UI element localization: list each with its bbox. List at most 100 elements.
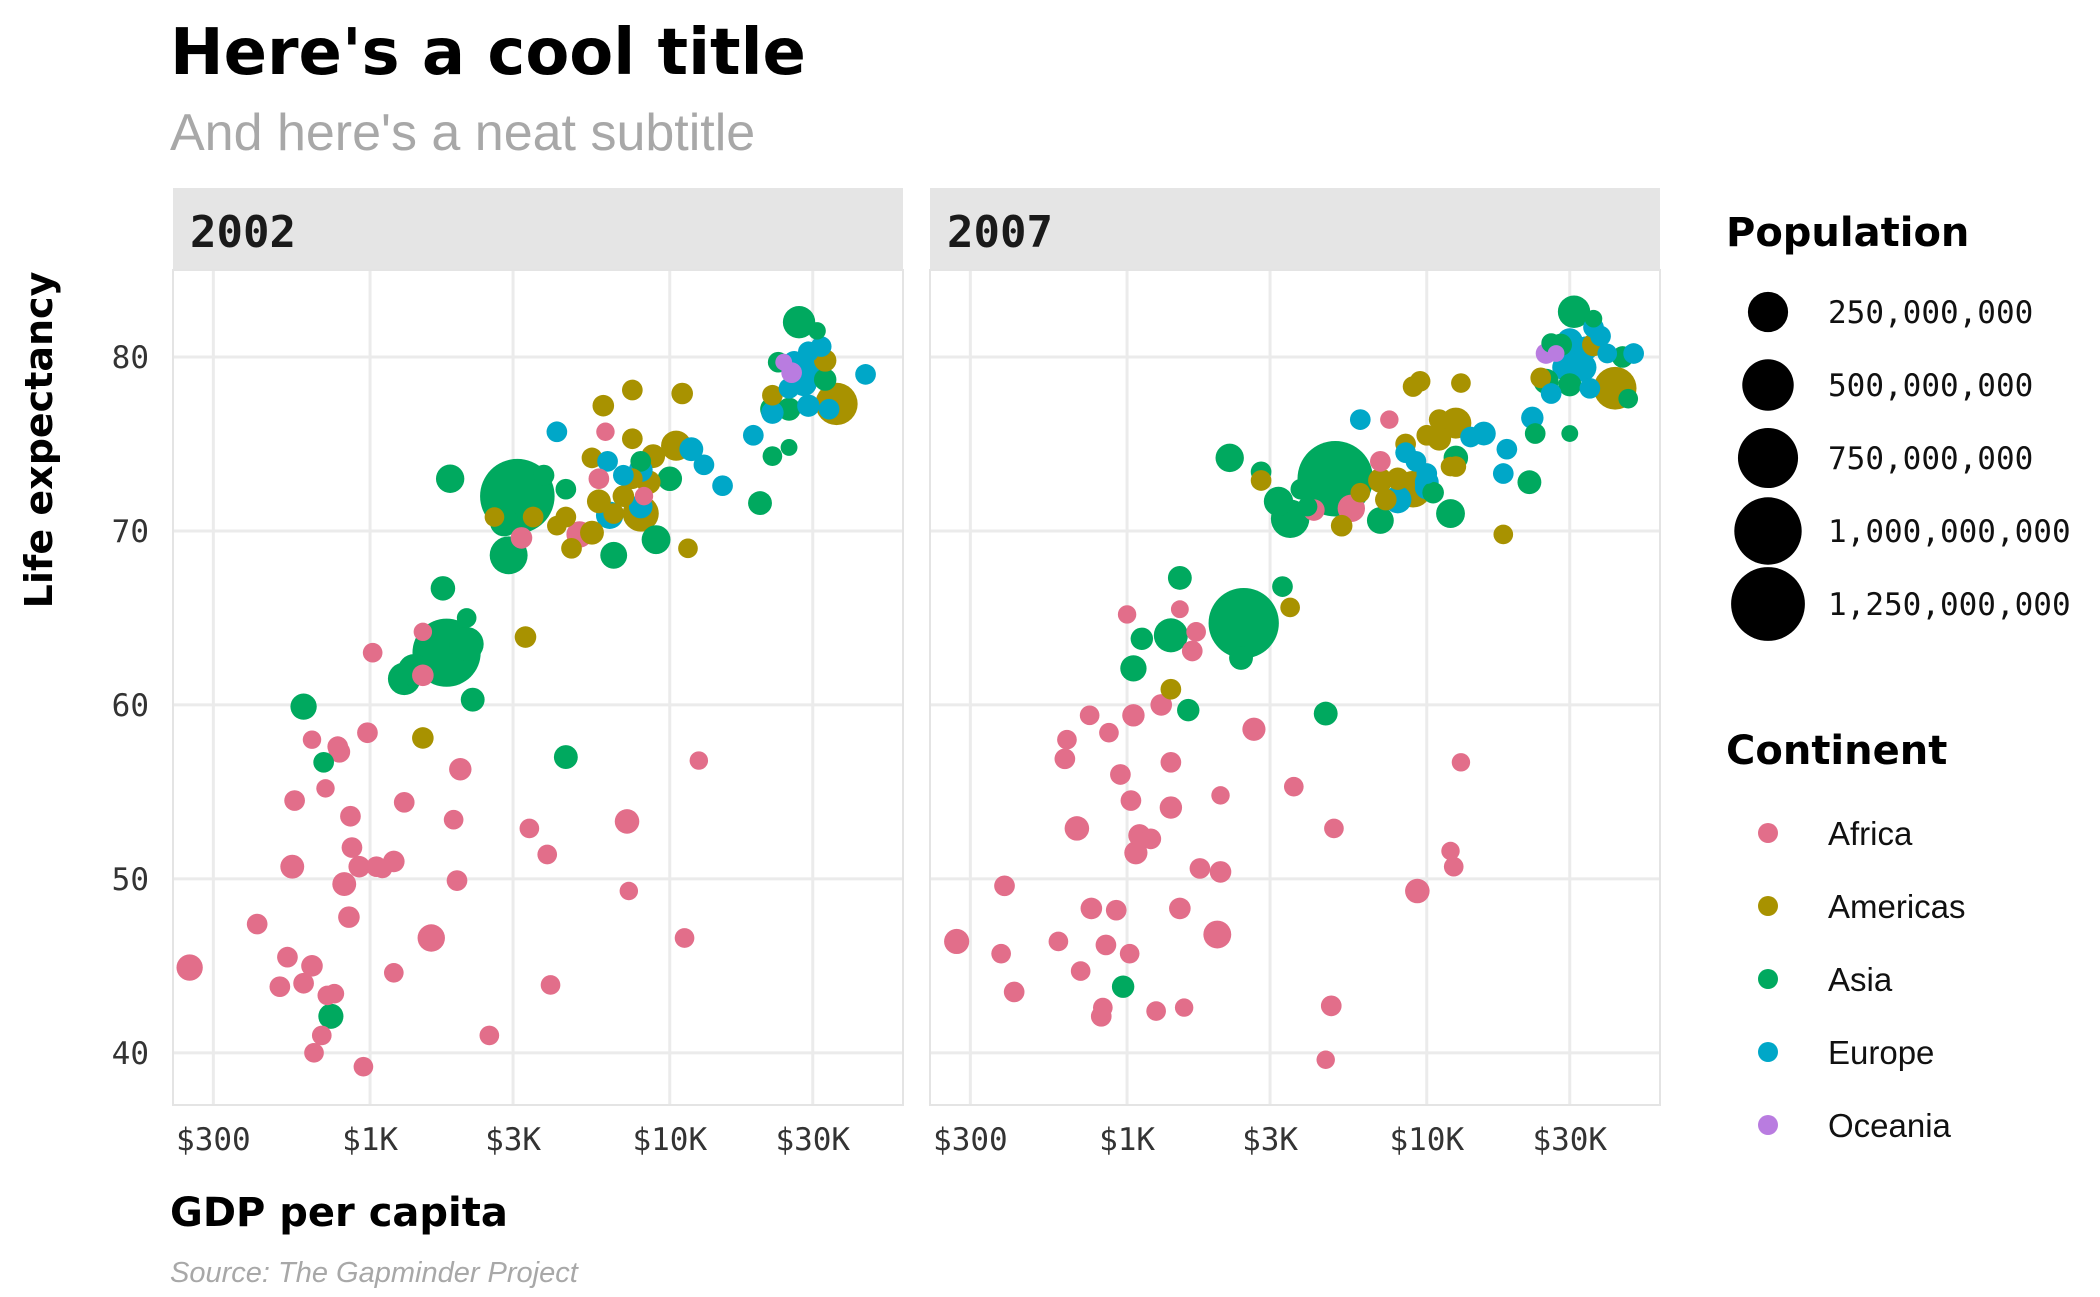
data-point-africa xyxy=(332,872,357,897)
data-point-asia xyxy=(1561,425,1579,442)
data-point-europe xyxy=(818,398,840,420)
data-point-asia xyxy=(435,464,465,493)
data-point-africa xyxy=(316,779,335,798)
data-point-americas xyxy=(592,394,615,417)
data-point-europe xyxy=(1590,325,1611,347)
data-point-americas xyxy=(522,506,544,528)
data-point-africa xyxy=(1099,722,1119,743)
data-point-africa xyxy=(1080,897,1103,920)
points xyxy=(176,305,876,1077)
data-point-africa xyxy=(1320,995,1342,1017)
color-legend-key xyxy=(1758,1115,1778,1135)
data-point-africa xyxy=(277,946,298,968)
data-point-asia xyxy=(630,451,652,472)
x-tick-label: $30K xyxy=(1532,1122,1607,1158)
data-point-asia xyxy=(456,608,477,628)
size-legend-key xyxy=(1731,567,1805,641)
data-point-africa xyxy=(1203,920,1232,949)
data-point-africa xyxy=(1070,961,1091,981)
y-tick-label: 70 xyxy=(112,514,149,550)
panel-border xyxy=(172,269,904,1106)
data-point-africa xyxy=(1186,622,1206,642)
color-legend-label: Africa xyxy=(1828,815,1913,852)
data-point-africa xyxy=(540,975,561,995)
x-tick-label: $1K xyxy=(1099,1122,1155,1158)
data-point-africa xyxy=(1057,729,1077,750)
data-point-africa xyxy=(341,837,363,858)
data-point-asia xyxy=(313,751,335,773)
data-point-africa xyxy=(1048,931,1069,952)
data-point-europe xyxy=(613,464,634,486)
data-point-asia xyxy=(1290,478,1312,500)
data-point-africa xyxy=(327,736,349,757)
data-point-asia xyxy=(808,322,826,340)
data-point-europe xyxy=(798,341,819,363)
data-point-africa xyxy=(1140,828,1162,850)
data-point-africa xyxy=(619,881,639,901)
data-point-africa xyxy=(1117,605,1137,624)
data-point-europe xyxy=(797,394,820,417)
data-point-oceania xyxy=(775,353,793,371)
data-point-africa xyxy=(372,858,393,879)
data-point-africa xyxy=(324,983,345,1004)
data-point-asia xyxy=(460,687,485,712)
data-point-americas xyxy=(1530,367,1552,389)
size-legend-label: 1,250,000,000 xyxy=(1828,587,2071,623)
data-point-africa xyxy=(311,1025,332,1046)
data-point-africa xyxy=(1159,796,1183,819)
data-point-americas xyxy=(1402,376,1424,397)
size-legend-key xyxy=(1747,291,1789,333)
points xyxy=(944,295,1644,1069)
data-point-africa xyxy=(1095,934,1117,956)
data-point-europe xyxy=(1416,463,1438,484)
data-point-americas xyxy=(412,727,434,749)
data-point-africa xyxy=(284,790,305,811)
x-axis-title: GDP per capita xyxy=(170,1190,508,1236)
data-point-africa xyxy=(446,870,468,891)
data-point-africa xyxy=(1405,878,1430,904)
data-point-asia xyxy=(1366,507,1394,534)
data-point-americas xyxy=(1250,470,1272,491)
data-point-africa xyxy=(362,642,383,663)
data-point-africa xyxy=(1441,841,1460,861)
facet-panel-2002: 2002 $300 $1K $3K $10K $30K 40 50 60 70 80 xyxy=(112,188,904,1158)
color-legend-label: Americas xyxy=(1828,888,1966,925)
data-point-americas xyxy=(612,485,635,507)
data-point-americas xyxy=(561,537,582,559)
size-legend-label: 250,000,000 xyxy=(1828,295,2033,331)
data-point-asia xyxy=(657,466,683,492)
data-point-americas xyxy=(1440,456,1461,477)
data-point-americas xyxy=(581,447,603,469)
y-tick-label: 60 xyxy=(112,688,149,724)
data-point-africa xyxy=(1124,841,1148,865)
data-point-asia xyxy=(318,1003,344,1029)
data-point-americas xyxy=(762,384,783,406)
data-point-asia xyxy=(1422,481,1444,504)
size-legend-label: 500,000,000 xyxy=(1828,368,2033,404)
color-legend-label: Oceania xyxy=(1828,1107,1952,1144)
size-legend-label: 750,000,000 xyxy=(1828,441,2033,477)
data-point-africa xyxy=(293,972,314,994)
x-tick-label: $10K xyxy=(1389,1122,1464,1158)
x-tick-label: $30K xyxy=(775,1122,850,1158)
data-point-asia xyxy=(1584,309,1603,328)
data-point-asia xyxy=(553,745,578,770)
data-point-americas xyxy=(1386,467,1409,490)
data-point-africa xyxy=(537,844,558,865)
x-tick-label: $300 xyxy=(176,1122,251,1158)
source-caption: Source: The Gapminder Project xyxy=(170,1257,580,1289)
data-point-americas xyxy=(1428,409,1450,430)
data-point-asia xyxy=(1558,373,1582,397)
data-point-asia xyxy=(1297,496,1318,517)
data-point-africa xyxy=(1316,1050,1335,1069)
color-legend-key xyxy=(1758,896,1778,916)
data-point-americas xyxy=(484,507,505,527)
data-point-asia xyxy=(1436,499,1465,528)
data-point-africa xyxy=(991,943,1011,964)
data-point-africa xyxy=(1169,897,1191,920)
data-point-africa xyxy=(340,805,361,827)
data-point-africa xyxy=(519,818,540,839)
size-legend-title: Population xyxy=(1726,210,1969,256)
data-point-africa xyxy=(1370,451,1391,472)
data-point-asia xyxy=(1313,701,1338,726)
